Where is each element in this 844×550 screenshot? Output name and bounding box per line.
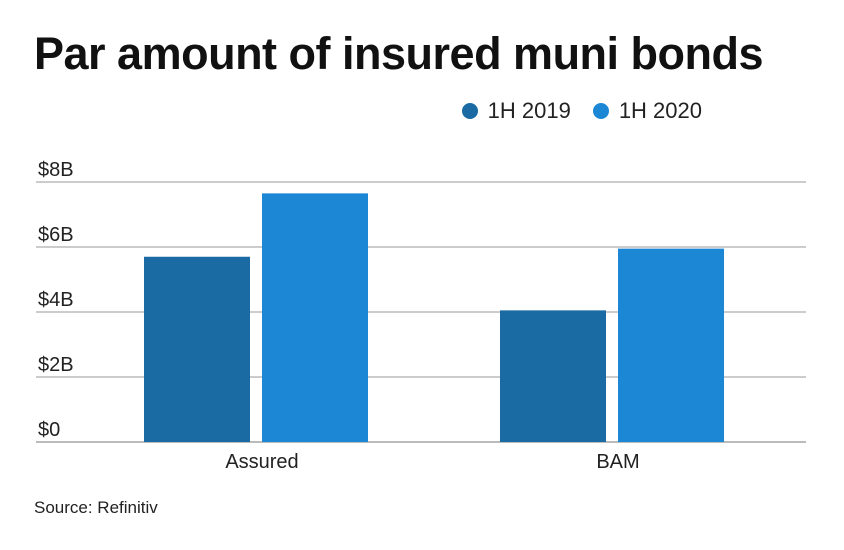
chart-title: Par amount of insured muni bonds: [34, 28, 764, 79]
legend-label-1h-2020: 1H 2020: [618, 98, 702, 123]
y-tick-label-2: $4B: [38, 289, 74, 311]
bar-assured-1h-2020: [262, 193, 368, 442]
y-tick-label-0: $0: [38, 419, 60, 441]
legend-item-1h-2020: 1H 2020: [592, 98, 702, 124]
bar-bam-1h-2020: [618, 248, 724, 442]
y-tick-label-4: $8B: [38, 159, 74, 181]
legend-item-1h-2019: 1H 2019: [461, 98, 571, 124]
category-label-assured: Assured: [225, 451, 298, 473]
bar-bam-1h-2019: [500, 310, 606, 442]
legend-swatch-1h-2020: [592, 103, 609, 119]
y-tick-label-3: $6B: [38, 224, 74, 246]
legend-swatch-1h-2019: [461, 103, 478, 119]
category-label-bam: BAM: [596, 451, 639, 473]
bar-assured-1h-2019: [144, 256, 250, 442]
y-tick-label-1: $2B: [38, 354, 74, 376]
source-note: Source: Refinitiv: [34, 498, 158, 517]
legend: 1H 2019 1H 2020: [461, 98, 702, 124]
legend-label-1h-2019: 1H 2019: [487, 98, 571, 123]
